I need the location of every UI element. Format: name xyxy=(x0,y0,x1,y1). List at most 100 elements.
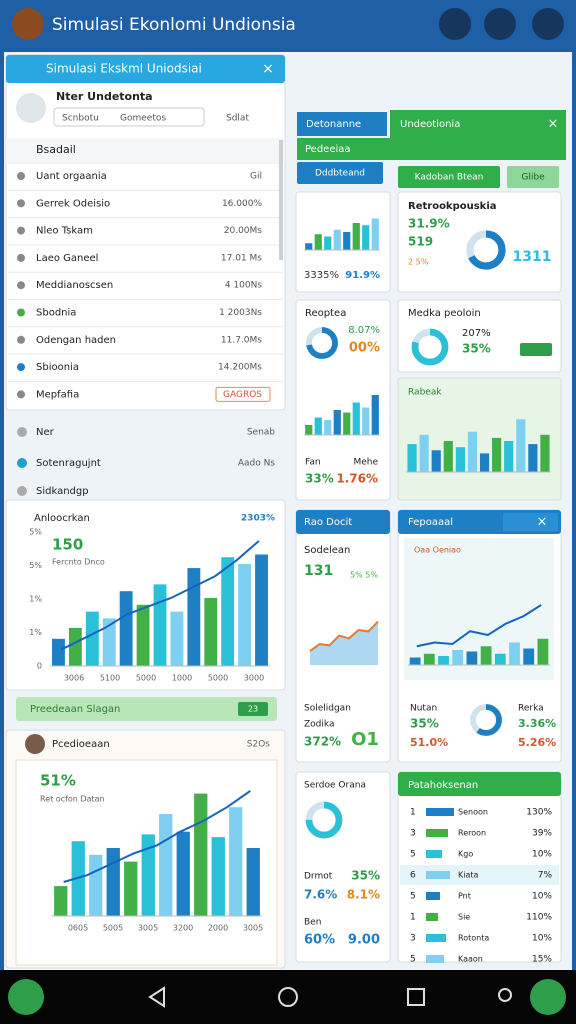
chart-meta: S2Os xyxy=(247,740,271,750)
search-button[interactable] xyxy=(498,988,512,1002)
row-label[interactable]: Meddianoscsen xyxy=(36,280,113,291)
trend-line xyxy=(63,790,251,883)
banner-button[interactable] xyxy=(238,702,268,716)
bar xyxy=(492,437,502,472)
banner-button-text[interactable]: 23 xyxy=(248,705,258,714)
row-value: 110% xyxy=(526,913,552,923)
tools-button[interactable] xyxy=(439,8,471,40)
tab-label[interactable]: Pedeeiaa xyxy=(305,144,351,155)
trend-line xyxy=(416,604,542,648)
bar xyxy=(371,395,379,435)
bar xyxy=(333,229,341,250)
row-icon xyxy=(17,226,25,235)
filter-value[interactable]: Aado Ns xyxy=(238,459,275,469)
row-label[interactable]: Mepfafia xyxy=(36,389,79,400)
filter-label[interactable]: Ner xyxy=(36,427,55,438)
filter-value[interactable]: Senab xyxy=(247,428,275,438)
back-button[interactable] xyxy=(148,986,165,1008)
button-label[interactable]: Glibe xyxy=(521,173,545,183)
x-label: 5000 xyxy=(136,674,156,683)
card-title: Retrookpouskia xyxy=(408,201,497,212)
close-icon[interactable]: × xyxy=(548,117,559,132)
row-label[interactable]: Laeo Ganeel xyxy=(36,253,98,264)
card-button[interactable] xyxy=(520,343,552,356)
y-label: 5% xyxy=(29,528,42,537)
bar xyxy=(523,648,535,665)
x-label: 5000 xyxy=(208,674,228,683)
banner-label: Preedeaan Slagan xyxy=(30,704,120,715)
row-label: Kgo xyxy=(458,850,473,859)
bar xyxy=(352,402,360,435)
row-value: 7% xyxy=(538,871,553,881)
row-icon xyxy=(17,281,25,290)
row-label: Reroon xyxy=(458,829,486,838)
recent-button[interactable] xyxy=(407,988,425,1006)
bar xyxy=(159,814,173,916)
filter-label[interactable]: Sotenragujnt xyxy=(36,458,101,469)
bar xyxy=(407,444,417,472)
bar xyxy=(54,886,68,916)
row-index: 3 xyxy=(410,829,416,839)
row-index: 1 xyxy=(410,808,416,818)
refresh-button[interactable] xyxy=(484,8,516,40)
row-label[interactable]: Nleo Tskam xyxy=(36,226,93,237)
stat-label: Zodika xyxy=(304,720,334,730)
x-label: 2000 xyxy=(208,924,228,933)
close-icon[interactable]: × xyxy=(262,61,274,77)
row-value: 39% xyxy=(532,829,552,839)
row-bar xyxy=(426,913,438,921)
stat-label: Mehe xyxy=(353,458,378,468)
select[interactable] xyxy=(53,107,205,127)
bar xyxy=(362,407,370,435)
filter-label[interactable]: Sidkandgp xyxy=(36,486,89,497)
stat-label: Rerka xyxy=(518,704,544,714)
tab[interactable] xyxy=(297,138,390,160)
bar xyxy=(176,831,190,916)
stat: 5% 5% xyxy=(350,571,378,580)
donut-value xyxy=(306,327,338,359)
stat: 9.00 xyxy=(348,933,380,948)
button[interactable] xyxy=(507,166,559,188)
row-label[interactable]: Uant orgaania xyxy=(36,171,107,182)
row-label[interactable]: Gerrek Odeisio xyxy=(36,198,110,209)
bar xyxy=(68,627,82,666)
row-index: 6 xyxy=(410,871,416,881)
button-label[interactable]: Dddbteand xyxy=(315,169,365,179)
row-label[interactable]: Sbioonia xyxy=(36,362,79,373)
row-value: 20.00Ms xyxy=(224,226,263,236)
flag-button[interactable] xyxy=(532,8,564,40)
row-label[interactable]: Odengan haden xyxy=(36,335,116,346)
row-label[interactable]: Sbodnia xyxy=(36,308,76,319)
card-title: Patahoksenan xyxy=(408,780,478,791)
header-button[interactable] xyxy=(503,513,558,531)
row-value: 16.000% xyxy=(222,199,262,209)
bar xyxy=(362,225,370,250)
card xyxy=(295,299,391,501)
row-index: 3 xyxy=(410,934,416,944)
home-button[interactable] xyxy=(278,987,298,1007)
menu-button[interactable] xyxy=(530,979,566,1015)
donut-value xyxy=(466,230,506,270)
close-icon[interactable]: × xyxy=(537,515,548,530)
row-index: 1 xyxy=(410,913,416,923)
stat-label: Ben xyxy=(304,918,321,928)
tab[interactable] xyxy=(297,112,387,136)
button[interactable] xyxy=(398,166,500,188)
stat: 3335% xyxy=(304,270,339,281)
row-bar xyxy=(426,955,444,963)
bar xyxy=(229,807,243,916)
bar xyxy=(509,642,520,665)
add-button[interactable] xyxy=(8,979,44,1015)
filter-icon xyxy=(17,458,27,468)
button-label[interactable]: Kadoban Btean xyxy=(415,173,484,183)
button[interactable] xyxy=(297,162,383,184)
banner xyxy=(16,697,277,721)
area-line xyxy=(309,620,379,652)
stat: 8.1% xyxy=(347,888,380,902)
row-bar xyxy=(426,850,442,858)
bar xyxy=(141,834,155,916)
tab-label[interactable]: Detonanne xyxy=(306,119,361,130)
bar xyxy=(305,425,313,435)
stat: 35% xyxy=(410,717,439,731)
tab-label[interactable]: Undeotionia xyxy=(400,119,460,130)
